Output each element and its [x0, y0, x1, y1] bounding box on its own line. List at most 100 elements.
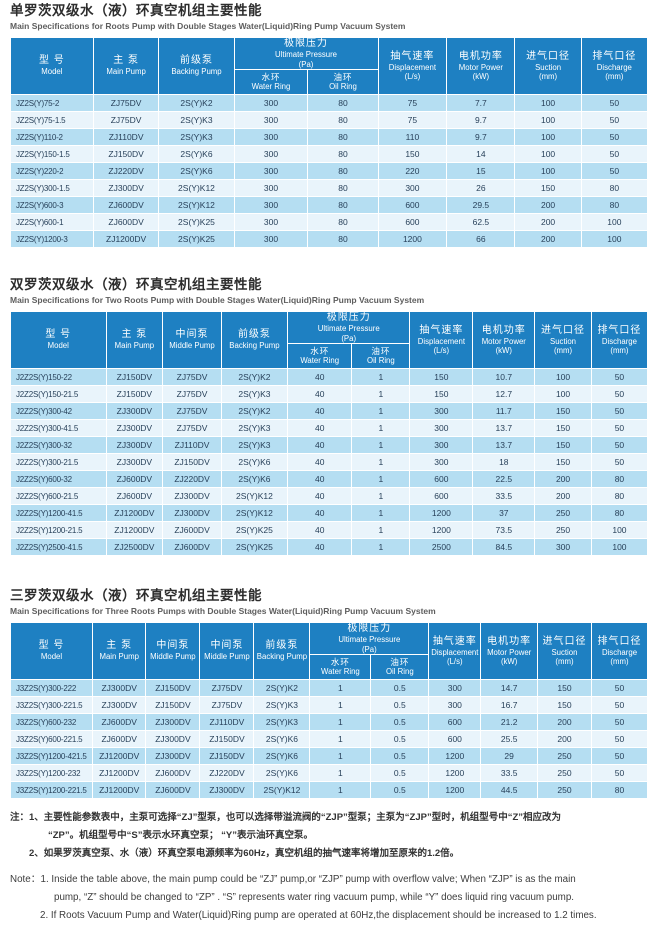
model-cell: J2Z2S(Y)300-32 [10, 436, 107, 454]
value-cell: 150 [536, 679, 592, 697]
table-row: JZ2S(Y)1200-3 ZJ1200DV 2S(Y)K25 300 80 1200 66… [10, 230, 649, 248]
value-cell: ZJ300DV [91, 696, 147, 714]
col-header-middle-pump: 中间泵 Middle Pump [162, 311, 222, 369]
section-title-zh: 单罗茨双级水（液）环真空机组主要性能 [10, 3, 262, 18]
value-cell: 300 [428, 696, 482, 714]
value-cell: 100 [580, 230, 649, 248]
value-cell: 33.5 [480, 764, 538, 782]
col-header-model: 型 号 Model [10, 311, 107, 369]
table-row: J3Z2S(Y)1200-232 ZJ1200DV ZJ600DV ZJ220DV 2S… [10, 764, 649, 782]
value-cell: 80 [307, 230, 379, 248]
section-title-en: Main Specifications for Roots Pump with … [10, 21, 406, 31]
model-cell: JZ2S(Y)300-1.5 [10, 179, 94, 197]
value-cell: 600 [428, 713, 482, 731]
value-cell: 1 [351, 453, 411, 471]
col-header-model: 型 号 Model [10, 37, 94, 95]
value-cell: ZJ150DV [105, 385, 164, 403]
col-header-suction: 进气口径 Suction (mm) [536, 622, 592, 680]
col-header-water-ring: 水环 Water Ring [309, 654, 372, 680]
value-cell: 250 [536, 747, 592, 765]
table-row: J2Z2S(Y)150-21.5 ZJ150DV ZJ75DV 2S(Y)K3 40 1 1… [10, 385, 649, 403]
value-cell: 1 [309, 764, 372, 782]
value-cell: ZJ75DV [162, 368, 222, 386]
value-cell: 2S(Y)K3 [220, 385, 289, 403]
value-cell: 40 [287, 368, 353, 386]
value-cell: ZJ300DV [92, 179, 160, 197]
col-header-motor-power: 电机功率 Motor Power (kW) [446, 37, 516, 95]
table-row: JZ2S(Y)300-1.5 ZJ300DV 2S(Y)K12 300 80 300 26 1… [10, 179, 649, 197]
value-cell: ZJ1200DV [91, 781, 147, 799]
value-cell: 1 [309, 730, 372, 748]
model-cell: J2Z2S(Y)150-21.5 [10, 385, 107, 403]
value-cell: 50 [580, 128, 649, 146]
value-cell: 300 [409, 402, 474, 420]
value-cell: 66 [446, 230, 516, 248]
value-cell: 1200 [377, 230, 448, 248]
value-cell: 2S(Y)K3 [253, 696, 311, 714]
model-cell: JZ2S(Y)110-2 [10, 128, 94, 146]
model-cell: J2Z2S(Y)2500-41.5 [10, 538, 107, 556]
value-cell: 600 [377, 196, 448, 214]
value-cell: 2S(Y)K3 [158, 128, 235, 146]
value-cell: 1200 [428, 747, 482, 765]
value-cell: 1 [309, 747, 372, 765]
value-cell: 12.7 [472, 385, 536, 403]
col-header-main-pump: 主 泵 Main Pump [105, 311, 164, 369]
model-cell: J3Z2S(Y)1200-421.5 [10, 747, 93, 765]
table-row: J3Z2S(Y)600-221.5 ZJ600DV ZJ300DV ZJ150DV 2S… [10, 730, 649, 748]
value-cell: 2S(Y)K12 [220, 487, 289, 505]
value-cell: 300 [233, 196, 309, 214]
value-cell: 80 [307, 213, 379, 231]
value-cell: 150 [534, 453, 592, 471]
value-cell: 50 [590, 368, 649, 386]
value-cell: ZJ110DV [92, 128, 160, 146]
spec-table-three-roots: 型 号 Model 主 泵 Main Pump 中间泵 Middle Pump 中间泵 Mid… [10, 622, 649, 799]
value-cell: 300 [534, 538, 592, 556]
value-cell: 50 [590, 696, 649, 714]
value-cell: ZJ600DV [145, 764, 201, 782]
value-cell: 73.5 [472, 521, 536, 539]
value-cell: 100 [590, 521, 649, 539]
value-cell: 2S(Y)K12 [158, 179, 235, 197]
value-cell: ZJ300DV [105, 419, 164, 437]
value-cell: 50 [590, 764, 649, 782]
value-cell: 200 [534, 487, 592, 505]
section-title-zh: 双罗茨双级水（液）环真空机组主要性能 [10, 277, 262, 292]
spec-table-single-roots: 型 号 Model 主 泵 Main Pump 前级泵 Backing Pump 极限压力 U… [10, 37, 649, 248]
model-cell: JZ2S(Y)1200-3 [10, 230, 94, 248]
value-cell: ZJ1200DV [91, 747, 147, 765]
value-cell: 2S(Y)K6 [220, 470, 289, 488]
value-cell: ZJ220DV [199, 764, 255, 782]
col-header-backing-pump: 前级泵 Backing Pump [158, 37, 235, 95]
value-cell: 1 [309, 781, 372, 799]
value-cell: 200 [514, 230, 582, 248]
value-cell: 14.7 [480, 679, 538, 697]
value-cell: 62.5 [446, 213, 516, 231]
value-cell: 2500 [409, 538, 474, 556]
value-cell: 29.5 [446, 196, 516, 214]
table-row: J2Z2S(Y)600-21.5 ZJ600DV ZJ300DV 2S(Y)K12 40… [10, 487, 649, 505]
value-cell: 80 [307, 111, 379, 129]
section-title-en: Main Specifications for Two Roots Pump w… [10, 295, 425, 305]
value-cell: ZJ600DV [91, 730, 147, 748]
value-cell: 150 [534, 436, 592, 454]
value-cell: 600 [409, 470, 474, 488]
value-cell: 13.7 [472, 419, 536, 437]
model-cell: J2Z2S(Y)300-21.5 [10, 453, 107, 471]
table-row: J2Z2S(Y)300-41.5 ZJ300DV ZJ75DV 2S(Y)K3 40 1 3… [10, 419, 649, 437]
value-cell: 50 [590, 453, 649, 471]
value-cell: 40 [287, 436, 353, 454]
value-cell: ZJ300DV [105, 453, 164, 471]
value-cell: 2S(Y)K3 [158, 111, 235, 129]
value-cell: 1 [309, 696, 372, 714]
value-cell: 1 [351, 436, 411, 454]
value-cell: 2S(Y)K3 [220, 419, 289, 437]
value-cell: ZJ300DV [145, 730, 201, 748]
table-row: J2Z2S(Y)1200-41.5 ZJ1200DV ZJ300DV 2S(Y)K12… [10, 504, 649, 522]
value-cell: 0.5 [370, 764, 430, 782]
section-two-roots: 双罗茨双级水（液）环真空机组主要性能 Main Specifications f… [10, 277, 649, 556]
table-row: J2Z2S(Y)300-42 ZJ300DV ZJ75DV 2S(Y)K2 40 1 300… [10, 402, 649, 420]
value-cell: ZJ600DV [105, 487, 164, 505]
col-header-discharge: 排气口径 Discharge (mm) [590, 311, 649, 369]
col-header-discharge: 排气口径 Discharge (mm) [590, 622, 649, 680]
